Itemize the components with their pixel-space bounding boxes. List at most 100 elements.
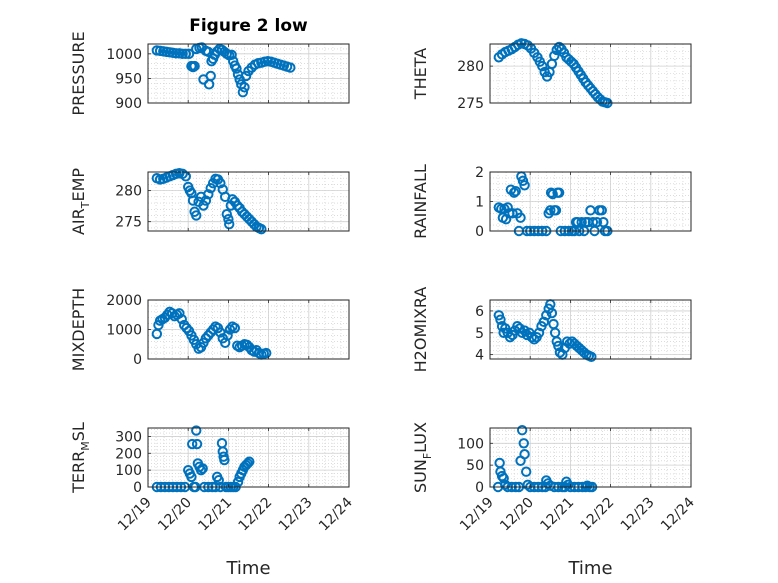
panel-5-point-10 [174, 308, 185, 319]
panel-7-y-axis-label: TERRMSL [69, 422, 92, 494]
panel-5-point-30 [222, 330, 233, 341]
panel-7-xtick-label-1: 12/20 [155, 495, 195, 535]
panel-8-point-11 [516, 424, 528, 436]
panel-1-point-54 [285, 62, 296, 73]
panel-6: 4 5 6 H2OMIXRA [411, 287, 692, 373]
panel-7-point-42 [242, 458, 253, 469]
panel-1-point-6 [170, 48, 182, 59]
panel-6-point-6 [504, 331, 516, 343]
panel-3: 275 280 AIRTEMP [69, 168, 350, 235]
panel-8-point-14 [520, 466, 532, 477]
panel-7-point-30 [219, 454, 230, 466]
panel-3-point-15 [191, 210, 202, 221]
panel-6-point-1 [495, 314, 506, 325]
panel-8-xtick-label-3: 12/22 [578, 495, 618, 535]
panel-1-point-39 [239, 82, 250, 93]
figure-title: Figure 2 low [189, 16, 308, 36]
panel-8-xtick-label-0: 12/19 [457, 495, 497, 535]
panel-4-point-46 [591, 216, 603, 228]
panel-8-axes-box [489, 427, 692, 488]
panel-1-point-8 [177, 48, 188, 60]
panel-2-y-axis-label: THETA [411, 48, 430, 100]
panel-1-point-9 [180, 48, 191, 60]
panel-1-ytick-label-1: 950 [115, 71, 142, 87]
panel-1-point-25 [211, 46, 223, 57]
panel-4-y-axis-label: RAINFALL [411, 164, 430, 239]
panel-8-point-29 [562, 479, 574, 491]
panel-1-point-10 [183, 48, 195, 60]
panel-4-point-24 [545, 205, 556, 216]
panel-6-ytick-label-0: 4 [475, 348, 484, 364]
panel-7-point-14 [191, 425, 202, 436]
panel-1-point-13 [189, 60, 200, 72]
panel-5: 0 1000 2000 MIXDEPTH [69, 288, 350, 371]
panel-7-y-axis-label-main: TERR [69, 451, 88, 494]
panel-7-xtick-label-3: 12/22 [236, 495, 276, 535]
panel-7-ytick-label-0: 0 [133, 480, 142, 496]
panel-1-y-axis-label: PRESSURE [69, 31, 88, 115]
panel-7-point-11 [187, 438, 198, 450]
panel-4: 0 1 2 RAINFALL [411, 164, 692, 240]
panel-6-y-axis-label: H2OMIXRA [411, 287, 430, 373]
panel-1: 900 950 1000 PRESSURE [69, 31, 350, 116]
panel-7-ytick-label-3: 300 [115, 429, 142, 445]
panel-3-point-21 [205, 182, 216, 194]
panel-7-point-10 [186, 471, 197, 483]
panel-4-point-8 [507, 208, 518, 219]
panel-5-point-11 [176, 313, 187, 325]
panel-4-point-16 [519, 180, 530, 191]
panel-2-point-14 [537, 60, 548, 72]
panel-1-point-21 [205, 70, 216, 82]
panel-1-axes-box [147, 43, 350, 104]
panel-1-point-34 [231, 63, 242, 74]
panel-7-y-axis-label-subscript: M [79, 441, 92, 451]
panel-2-ytick-label-1: 280 [457, 59, 484, 75]
panel-4-ytick-label-0: 0 [475, 224, 484, 240]
panel-1-ytick-label-2: 1000 [106, 47, 142, 63]
panel-1-point-31 [226, 49, 237, 61]
panel-6-point-24 [546, 307, 558, 319]
panel-8-xtick-label-4: 12/23 [618, 495, 658, 535]
panel-8-point-12 [518, 438, 529, 449]
panel-3-point-34 [232, 200, 243, 211]
panel-5-y-axis-label: MIXDEPTH [69, 288, 88, 371]
panel-8-point-5 [500, 479, 511, 491]
panel-8-point-15 [522, 479, 533, 491]
panel-3-point-28 [221, 209, 232, 220]
panel-7-point-43 [244, 456, 255, 467]
panel-3-point-44 [256, 223, 267, 235]
panel-8: 0 50 100 12/19 12/20 12/21 12/22 12/23 12/24 SUNF… [411, 422, 698, 534]
panel-1-ytick-label-0: 900 [115, 96, 142, 112]
panel-3-ytick-label-1: 280 [115, 184, 142, 200]
x-axis-label-right: Time [567, 558, 612, 579]
panel-7-y-axis-label-rest: SL [69, 422, 88, 441]
panel-7-xtick-label-5: 12/24 [316, 494, 356, 534]
panel-3-point-19 [200, 195, 212, 206]
panel-4-ytick-label-1: 1 [475, 195, 484, 211]
panel-6-point-18 [533, 327, 545, 338]
panel-3-point-13 [187, 195, 199, 206]
panel-6-point-15 [526, 331, 538, 343]
panel-7-point-15 [191, 438, 203, 450]
panel-6-point-16 [529, 334, 540, 345]
panel-7-ytick-label-1: 100 [115, 463, 142, 479]
panel-5-ytick-label-1: 1000 [106, 323, 142, 339]
panel-6-point-28 [553, 340, 564, 352]
panel-6-point-42 [586, 351, 597, 363]
panel-7-point-36 [232, 476, 244, 488]
panel-3-y-axis-label-rest: EMP [69, 168, 88, 202]
panel-6-point-21 [541, 310, 552, 321]
panel-4-point-48 [596, 205, 607, 216]
panel-3-y-axis-label-subscript: T [79, 201, 92, 209]
panel-3-point-29 [223, 214, 234, 225]
panel-3-point-18 [198, 200, 209, 211]
panel-2-point-19 [549, 50, 560, 61]
panel-6-point-9 [512, 321, 523, 332]
panel-8-point-4 [498, 473, 509, 484]
panel-6-point-13 [521, 329, 533, 341]
panel-4-point-9 [508, 187, 520, 198]
panel-5-point-33 [229, 322, 241, 334]
panel-4-point-39 [576, 216, 587, 228]
